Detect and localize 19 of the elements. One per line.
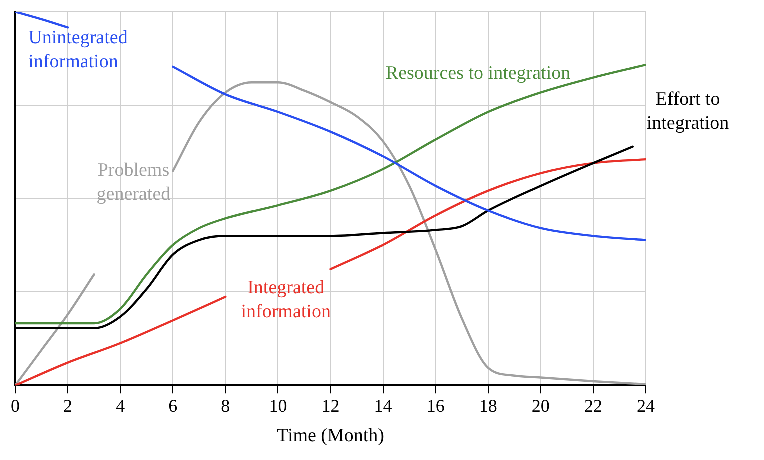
series-label: Integrated information bbox=[241, 278, 332, 323]
series-label: Unintegrated information bbox=[28, 27, 128, 72]
x-tick-label: 10 bbox=[269, 396, 288, 416]
x-tick-label: 2 bbox=[64, 396, 73, 416]
x-axis-title: Time (Month) bbox=[276, 426, 385, 447]
x-tick-label: 4 bbox=[116, 396, 126, 416]
x-tick-label: 24 bbox=[637, 396, 655, 416]
x-tick-label: 22 bbox=[584, 396, 602, 416]
x-tick-label: 20 bbox=[532, 396, 550, 416]
x-tick-label: 18 bbox=[479, 396, 498, 416]
series-label: Effort to integration bbox=[646, 88, 730, 134]
x-tick-label: 14 bbox=[374, 396, 392, 416]
series-label: Problems generated bbox=[96, 160, 172, 205]
x-tick-label: 16 bbox=[426, 396, 445, 416]
x-tick-label: 6 bbox=[168, 396, 178, 416]
x-tick-label: 8 bbox=[221, 396, 230, 416]
x-tick-label: 12 bbox=[322, 396, 340, 416]
x-tick-label: 0 bbox=[11, 396, 20, 416]
series-label: Resources to integration bbox=[386, 62, 572, 84]
